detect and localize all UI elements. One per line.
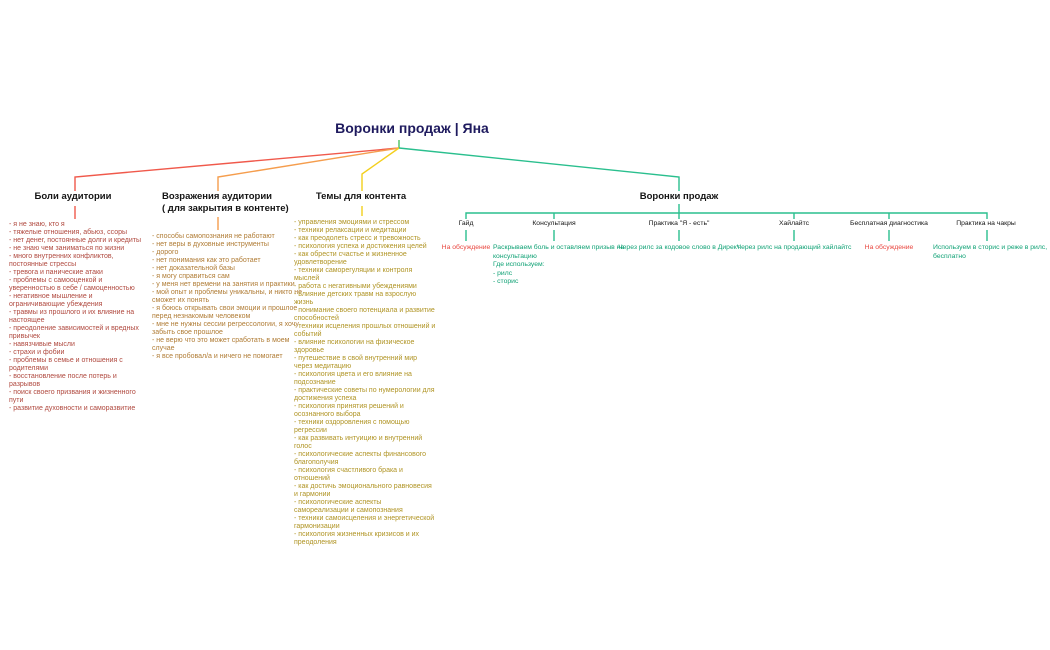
list-item: - нет веры в духовные инструменты xyxy=(152,241,269,248)
list-item: - нет денег, постоянные долги и кредиты xyxy=(9,237,141,244)
branch-heading-funnels[interactable]: Воронки продаж xyxy=(639,191,719,202)
branch-heading-objections[interactable]: Возражения аудитории ( для закрытия в ко… xyxy=(162,191,289,214)
list-item: - страхи и фобии xyxy=(9,349,65,356)
list-item: - много внутренних конфликтов, постоянны… xyxy=(9,253,114,268)
list-item: - психология счастливого брака и отношен… xyxy=(294,467,403,482)
funnel-child-chakra-practice[interactable]: Практика на чакры xyxy=(956,220,1016,227)
objections-branch-line xyxy=(217,147,400,191)
list-item: - психология жизненных кризисов и их пре… xyxy=(294,531,420,546)
list-item: - психологические аспекты финансового бл… xyxy=(294,451,426,466)
list-item: - техники оздоровления с помощью регресс… xyxy=(294,419,410,434)
objections-list[interactable]: - способы самопознания не работают - нет … xyxy=(152,233,302,361)
funnels-children-connector xyxy=(465,212,988,219)
pains-list[interactable]: - я не знаю, кто я- тяжелые отношения, а… xyxy=(9,221,149,413)
list-item: - преодоление зависимостей и вредных при… xyxy=(9,325,139,340)
root-node-title[interactable]: Воронки продаж | Яна xyxy=(335,120,489,136)
funnel-child-free-diagnostics[interactable]: Бесплатная диагностика xyxy=(850,220,928,227)
funnel-note-guide[interactable]: На обсуждение xyxy=(441,244,491,251)
pains-branch-line xyxy=(74,147,400,191)
list-item: - не знаю чем заниматься по жизни xyxy=(9,245,125,252)
list-item: - я могу справиться сам xyxy=(152,273,230,280)
funnel-child-highlights[interactable]: Хайлайтс xyxy=(778,220,810,227)
topics-branch-line xyxy=(361,147,400,191)
list-item: - психология успеха и достижения целей xyxy=(294,243,427,250)
list-item: - проблемы с самооценкой и уверенностью … xyxy=(9,277,135,292)
list-item: - негативное мышление и ограничивающие у… xyxy=(9,293,103,308)
list-item: - не верю что это может сработать в моем… xyxy=(152,337,290,352)
list-item: - тревога и панические атаки xyxy=(9,269,103,276)
funnel-child-practice-i-am[interactable]: Практика "Я - есть" xyxy=(648,220,710,227)
list-item: - как преодолеть стресс и тревожность xyxy=(294,235,421,242)
funnel-note-chakra-practice[interactable]: Используем в сторис и реже в рилс, беспл… xyxy=(933,244,1048,260)
list-item: - мой опыт и проблемы уникальны, и никто… xyxy=(152,289,302,304)
list-item: - техники самоисцеления и энергетической… xyxy=(294,515,435,530)
list-item: - путешествие в свой внутренний мир чере… xyxy=(294,355,418,370)
branch-heading-topics[interactable]: Темы для контента xyxy=(315,191,407,202)
list-item: - нет доказательной базы xyxy=(152,265,235,272)
list-item: - влияние психологии на физическое здоро… xyxy=(294,339,415,354)
list-item: - как обрести счастье и жизненное удовле… xyxy=(294,251,407,266)
list-item: - я боюсь открывать свои эмоции и прошло… xyxy=(152,305,298,320)
list-item: - мне не нужны сессии регрессологии, я х… xyxy=(152,321,299,336)
list-item: - проблемы в семье и отношения с родител… xyxy=(9,357,123,372)
funnel-child-guide[interactable]: Гайд xyxy=(458,220,474,227)
list-item: - как достичь эмоционального равновесия … xyxy=(294,483,432,498)
funnels-branch-line xyxy=(398,147,680,191)
funnel-child-consultation[interactable]: Консультация xyxy=(532,220,576,227)
list-item: - травмы из прошлого и их влияние на нас… xyxy=(9,309,135,324)
list-item: - восстановление после потерь и разрывов xyxy=(9,373,117,388)
list-item: - техники релаксации и медитации xyxy=(294,227,407,234)
list-item: - техники саморегуляции и контроля мысле… xyxy=(294,267,413,282)
list-item: - понимание своего потенциала и развитие… xyxy=(294,307,435,322)
list-item: - психология цвета и его влияние на подс… xyxy=(294,371,412,386)
list-item: - развитие духовности и саморазвитие xyxy=(9,405,136,412)
topics-list[interactable]: - управления эмоциями и стрессом - техник… xyxy=(294,219,436,547)
list-item: - психологические аспекты самореализации… xyxy=(294,499,403,514)
funnel-note-highlights[interactable]: Через рилс на продающий хайлайтс xyxy=(736,244,852,251)
list-item: - я все пробовал/а и ничего не помогает xyxy=(152,353,283,360)
list-item: - поиск своего призвания и жизненного пу… xyxy=(9,389,136,404)
list-item: - дорого xyxy=(152,249,179,256)
funnel-note-free-diagnostics[interactable]: На обсуждение xyxy=(864,244,914,251)
funnel-note-practice-i-am[interactable]: Через рилс за кодовое слово в Директ xyxy=(618,244,740,251)
list-item: - у меня нет времени на занятия и практи… xyxy=(152,281,295,288)
branch-heading-pains[interactable]: Боли аудитории xyxy=(34,191,112,202)
list-item: - как развивать интуицию и внутренний го… xyxy=(294,435,423,450)
list-item: - нет понимания как это работает xyxy=(152,257,261,264)
list-item: - психология принятия решений и осознанн… xyxy=(294,403,404,418)
list-item: - практические советы по нумерологии для… xyxy=(294,387,435,402)
list-item: - способы самопознания не работают xyxy=(152,233,275,240)
list-item: - навязчивые мысли xyxy=(9,341,75,348)
list-item: - управления эмоциями и стрессом xyxy=(294,219,410,226)
list-item: - влияние детских травм на взрослую жизн… xyxy=(294,291,417,306)
list-item: - я не знаю, кто я xyxy=(9,221,65,228)
list-item: - техники исцеления прошлых отношений и … xyxy=(294,323,436,338)
list-item: - работа с негативными убеждениями xyxy=(294,283,417,290)
funnel-note-consultation[interactable]: Раскрываем боль и оставляем призыв на ко… xyxy=(493,244,625,285)
list-item: - тяжелые отношения, абьюз, ссоры xyxy=(9,229,128,236)
